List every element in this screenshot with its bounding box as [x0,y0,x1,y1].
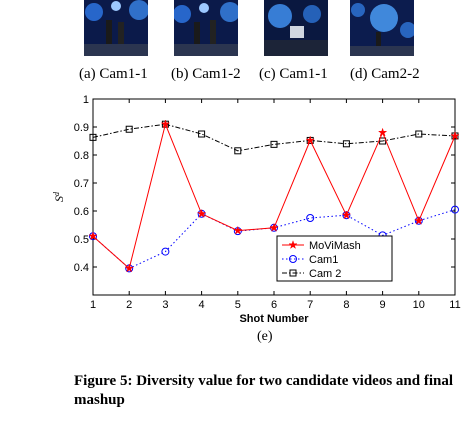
data-point-star [88,231,98,241]
thumbnail-cam1-2 [174,0,238,56]
plot-area [92,98,456,296]
data-point-star [450,130,460,141]
figure-caption: Figure 5: Diversity value for two candid… [74,373,454,408]
y-tick-label: 0.7 [74,178,89,190]
data-point-square [234,147,242,155]
y-tick-label: 0.5 [74,234,89,246]
legend-marker [289,269,297,277]
legend-marker [288,239,298,250]
legend-marker [289,255,297,263]
x-tick-label: 9 [380,299,386,311]
thumbnail-cam1-1c [264,0,328,56]
data-point-square [125,125,133,133]
x-tick-label: 8 [343,299,349,311]
subcaption-d: (d) Cam2-2 [350,66,420,82]
x-tick-label: 4 [199,299,205,311]
data-point-circle [161,247,170,256]
y-tick-label: 0.4 [74,262,89,274]
data-point-star [233,225,243,235]
subcaption-b: (b) Cam1-2 [171,66,241,82]
legend-label: MoViMash [309,240,361,252]
x-tick-label: 1 [90,299,96,311]
data-point-star [196,208,207,218]
data-point-square [415,130,423,138]
y-tick-label: 0.9 [74,122,89,134]
data-point-circle [451,205,459,214]
x-tick-label: 11 [449,299,460,311]
data-point-star [414,215,424,225]
x-tick-label: 3 [162,299,168,311]
x-tick-label: 2 [126,299,132,311]
data-point-square [89,133,97,141]
subcaption-e: (e) [257,329,273,344]
y-tick-label: 0.6 [74,206,89,218]
data-point-square [270,140,278,148]
series-movimash [88,119,460,273]
x-tick-label: 6 [271,299,277,311]
data-point-square [342,140,350,148]
y-tick-label: 1 [83,94,89,106]
diversity-line-chart: 0.4 0.5 0.6 0.7 0.8 0.9 1 1 2 3 4 5 6 7 8 9 10 11 MoViMa… [52,94,461,325]
data-point-star [377,127,388,137]
thumbnail-cam2-2 [350,0,414,56]
x-tick-label: 10 [413,299,425,311]
legend-label: Cam 2 [309,268,341,280]
data-point-square [198,130,206,138]
x-tick-label: 5 [235,299,241,311]
data-point-circle [306,214,315,222]
legend-label: Cam1 [309,254,338,266]
x-axis-label: Shot Number [239,313,309,325]
data-point-star [124,263,134,273]
y-tick-label: 0.8 [74,150,89,162]
data-point-star [341,210,352,220]
subcaption-a: (a) Cam1-1 [79,66,148,82]
series-line [92,123,456,152]
x-tick-label: 7 [307,299,313,311]
thumbnail-cam1-1a [84,0,148,56]
data-point-star [160,119,171,129]
subcaption-c: (c) Cam1-1 [259,66,328,82]
data-point-star [269,222,279,232]
data-point-star [305,135,315,145]
y-axis-label: Sd [52,191,66,202]
